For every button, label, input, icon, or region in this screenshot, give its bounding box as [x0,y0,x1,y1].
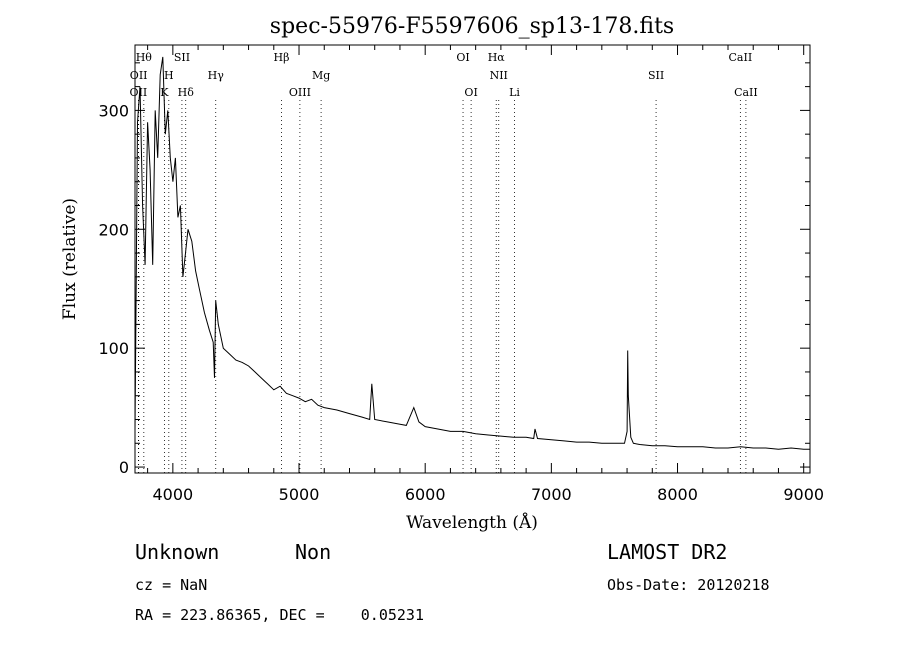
line-marker-label-7: Hγ [208,69,225,82]
class-label: Unknown [135,540,219,564]
y-tick-label-3: 300 [98,101,129,120]
line-marker-label-17: CaII [729,51,753,64]
obs-date-readout: Obs-Date: 20120218 [607,576,770,594]
line-marker-label-10: Mg [312,69,330,82]
x-axis-label: Wavelength (Å) [406,512,538,533]
x-tick-label-2: 6000 [405,485,446,504]
spectrum-series-line [134,56,810,450]
line-marker-label-14: NII [490,69,508,82]
line-marker-label-18: CaII [734,86,758,99]
y-tick-label-2: 200 [98,220,129,239]
line-marker-label-11: OI [456,51,469,64]
line-marker-label-8: Hβ [274,51,290,64]
x-axis-ticks: 4000 5000 6000 7000 8000 9000 [147,45,824,504]
x-tick-label-4: 8000 [657,485,698,504]
line-marker-label-16: SII [648,69,664,82]
line-marker-label-9: OIII [289,86,311,99]
x-tick-label-1: 5000 [279,485,320,504]
x-tick-label-0: 4000 [152,485,193,504]
line-marker-label-1: OII [130,69,148,82]
y-tick-label-0: 0 [119,458,129,477]
line-marker-label-2: Hθ [136,51,153,64]
y-axis-label: Flux (relative) [60,198,80,320]
line-marker-label-5: SII [174,51,190,64]
line-marker-label-6: Hδ [178,86,195,99]
line-marker-label-12: OI [464,86,477,99]
redshift-readout: cz = NaN [135,576,207,594]
x-tick-label-3: 7000 [531,485,572,504]
line-marker-label-0: OII [130,86,148,99]
line-marker-label-15: Li [509,86,520,99]
plot-frame [134,44,811,474]
coordinates-readout: RA = 223.86365, DEC = 0.05231 [135,606,424,624]
y-tick-label-1: 100 [98,339,129,358]
line-marker-label-4: H [164,69,174,82]
spectral-line-markers: OIIOIIHθKHSIIHδHγHβOIIIMgOIOIHαNIILiSIIC… [130,51,758,473]
survey-label: LAMOST DR2 [607,540,727,564]
y-axis-ticks: 0 100 200 300 [98,62,810,477]
subclass-label: Non [295,540,331,564]
x-tick-label-5: 9000 [783,485,824,504]
line-marker-label-3: K [160,86,169,99]
line-marker-label-13: Hα [488,51,506,64]
chart-title: spec-55976-F5597606_sp13-178.fits [270,14,674,39]
